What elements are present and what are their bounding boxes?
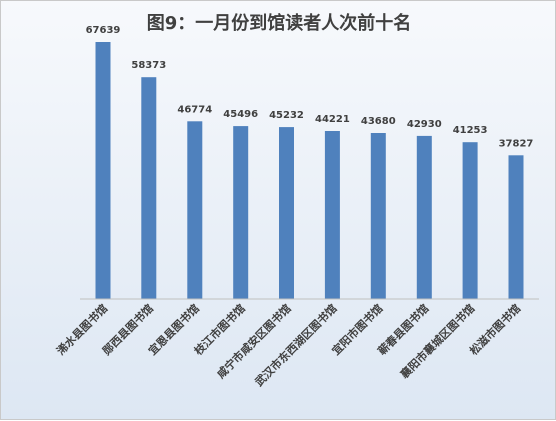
data-label: 58373	[131, 60, 166, 71]
bar	[508, 155, 524, 299]
data-label: 67639	[86, 25, 121, 36]
chart-title: 图9：一月份到馆读者人次前十名	[146, 13, 412, 34]
data-label: 45496	[223, 109, 258, 120]
bar	[416, 135, 432, 299]
x-tick-label: 武汉市东西湖区图书馆	[252, 301, 340, 389]
bar	[279, 127, 294, 299]
bar	[324, 131, 340, 299]
data-label: 45232	[269, 110, 304, 121]
bar	[141, 77, 157, 299]
data-label: 43680	[361, 116, 396, 127]
data-label: 41253	[453, 125, 488, 136]
bar	[187, 121, 203, 299]
bar	[370, 133, 386, 299]
data-label: 42930	[407, 119, 442, 130]
bar	[462, 142, 478, 299]
x-tick-label: 咸宁市咸安区图书馆	[214, 301, 294, 381]
data-label: 46774	[177, 104, 212, 115]
data-label: 37827	[499, 138, 534, 149]
bar	[95, 42, 111, 299]
bar	[233, 126, 249, 299]
data-label: 44221	[315, 114, 350, 125]
x-tick-label: 襄阳市襄城区图书馆	[397, 301, 478, 382]
